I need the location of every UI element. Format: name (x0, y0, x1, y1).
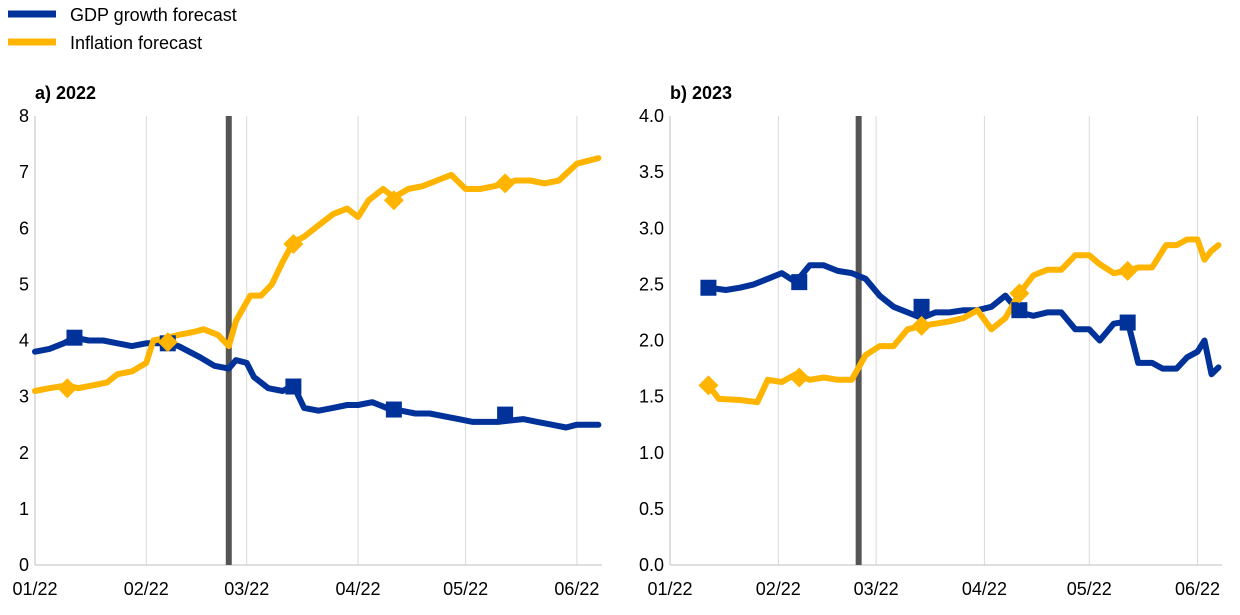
y-tick-label-2022: 3 (19, 387, 29, 407)
y-tick-label-2023: 2.5 (639, 274, 664, 294)
y-tick-label-2022: 4 (19, 331, 29, 351)
data-point-marker-inflation-2022 (57, 378, 78, 399)
data-point-marker-inflation-2023 (698, 375, 719, 396)
data-point-marker-gdp-2022 (385, 401, 402, 418)
data-point-marker-gdp-2023 (791, 274, 808, 291)
data-point-marker-gdp-2023 (1119, 314, 1136, 331)
y-tick-label-2023: 3.0 (639, 218, 664, 238)
data-point-marker-gdp-2023 (913, 298, 930, 315)
legend: GDP growth forecast Inflation forecast (8, 5, 237, 53)
x-tick-label-2022: 02/22 (124, 579, 169, 599)
data-point-marker-inflation-2023 (911, 315, 932, 336)
data-point-marker-inflation-2022 (495, 173, 516, 194)
x-tick-label-2022: 06/22 (554, 579, 599, 599)
legend-item-gdp: GDP growth forecast (8, 5, 237, 25)
y-tick-label-2023: 3.5 (639, 162, 664, 182)
data-point-marker-gdp-2022 (66, 329, 83, 346)
y-tick-label-2023: 4.0 (639, 106, 664, 126)
data-point-marker-inflation-2022 (283, 233, 304, 254)
y-tick-label-2022: 6 (19, 218, 29, 238)
data-point-marker-inflation-2023 (789, 367, 810, 388)
y-tick-label-2023: 1.0 (639, 443, 664, 463)
panel-title-2023: b) 2023 (670, 83, 732, 103)
data-point-marker-gdp-2023 (1011, 302, 1028, 319)
x-tick-label-2023: 04/22 (962, 579, 1007, 599)
y-tick-label-2023: 0.5 (639, 499, 664, 519)
data-point-marker-gdp-2022 (285, 378, 302, 395)
series-line-inflation-2022 (32, 155, 602, 394)
x-tick-label-2022: 05/22 (443, 579, 488, 599)
y-tick-label-2023: 1.5 (639, 387, 664, 407)
x-tick-label-2023: 05/22 (1067, 579, 1112, 599)
x-tick-label-2023: 06/22 (1175, 579, 1220, 599)
panel-title-2022: a) 2022 (35, 83, 96, 103)
panel-2023: b) 2023 0.0 0.5 1.0 1.5 2.0 2.5 3.0 3.5 4.0 01/22… (639, 83, 1222, 599)
data-point-marker-inflation-2023 (1009, 283, 1030, 304)
series-line-inflation-2023 (705, 236, 1222, 406)
x-tick-label-2022: 04/22 (335, 579, 380, 599)
legend-label-gdp: GDP growth forecast (70, 5, 237, 25)
series-line-gdp-2022 (32, 334, 602, 431)
legend-item-inflation: Inflation forecast (8, 33, 202, 53)
y-tick-label-2022: 0 (19, 555, 29, 575)
x-tick-label-2023: 01/22 (647, 579, 692, 599)
x-tick-label-2022: 01/22 (12, 579, 57, 599)
series-line-gdp-2023 (705, 262, 1222, 378)
y-tick-label-2023: 0.0 (639, 555, 664, 575)
data-point-marker-inflation-2022 (157, 332, 178, 353)
data-point-marker-gdp-2022 (497, 406, 514, 423)
data-point-marker-inflation-2023 (1117, 260, 1138, 281)
legend-label-inflation: Inflation forecast (70, 33, 202, 53)
data-point-marker-gdp-2023 (700, 279, 717, 296)
panel-2022: a) 2022 0 1 2 3 4 5 6 7 8 01/22 02/22 03/22 04/22 05/… (12, 83, 602, 599)
data-point-marker-inflation-2022 (383, 190, 404, 211)
x-tick-label-2023: 03/22 (854, 579, 899, 599)
x-tick-label-2023: 02/22 (756, 579, 801, 599)
y-tick-label-2022: 8 (19, 106, 29, 126)
y-tick-label-2023: 2.0 (639, 331, 664, 351)
y-tick-label-2022: 7 (19, 162, 29, 182)
y-tick-label-2022: 5 (19, 274, 29, 294)
x-tick-label-2022: 03/22 (224, 579, 269, 599)
y-tick-label-2022: 2 (19, 443, 29, 463)
y-tick-label-2022: 1 (19, 499, 29, 519)
